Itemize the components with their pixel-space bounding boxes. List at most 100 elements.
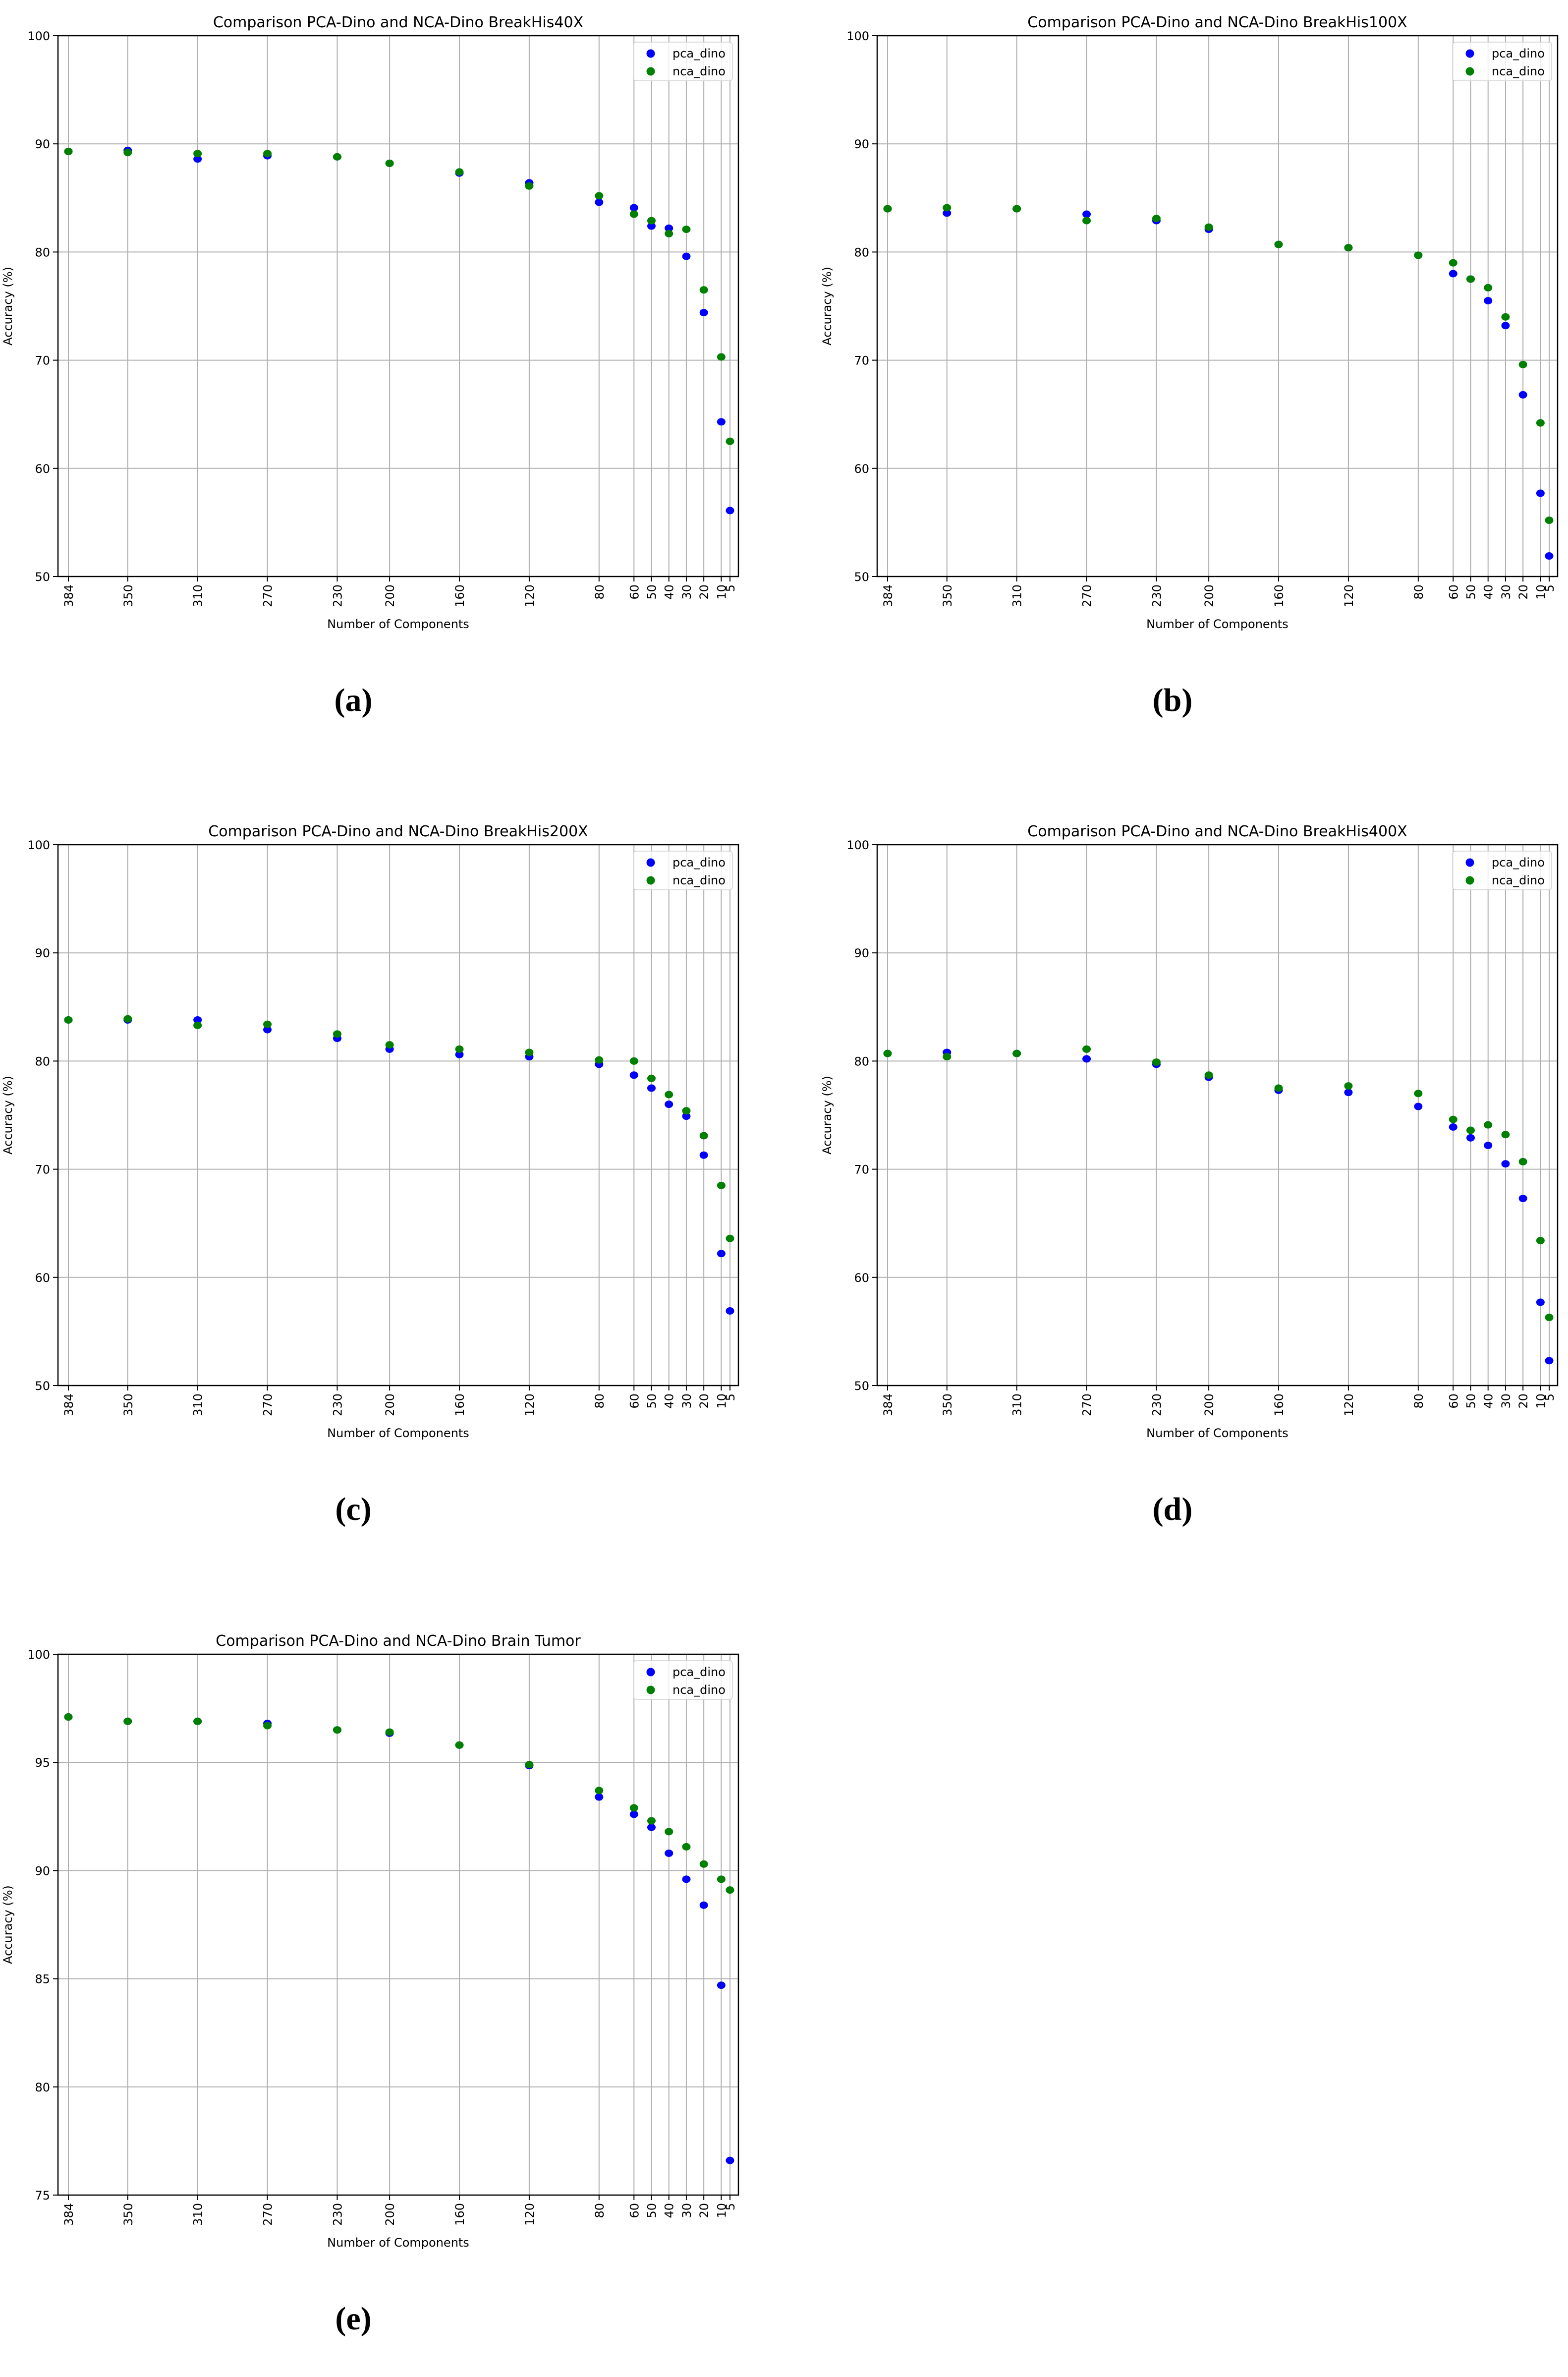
x-axis-ticks: 384 350 310 270 230 200 160 120 80 60 50 40 30 20 105 [62, 2195, 737, 2226]
data-point [595, 1793, 604, 1801]
y-axis-ticks: 50 60 70 80 90 100 [27, 838, 58, 1393]
data-point [595, 1787, 604, 1795]
data-point [629, 210, 638, 218]
series-nca_dino [64, 1713, 734, 1894]
data-point [1449, 1123, 1457, 1131]
svg-text:50: 50 [35, 570, 50, 584]
chart-svg: Comparison PCA-Dino and NCA-Dino BreakHi… [820, 823, 1559, 1440]
axes-frame [57, 35, 739, 578]
svg-text:60: 60 [627, 1393, 641, 1409]
data-point [726, 2156, 734, 2164]
svg-text:120: 120 [1342, 584, 1356, 607]
svg-text:10: 10 [1534, 1393, 1548, 1409]
data-point [665, 224, 673, 232]
data-point [1449, 259, 1457, 267]
svg-text:350: 350 [121, 2203, 135, 2226]
grid-lines [877, 35, 1558, 577]
svg-text:200: 200 [1202, 584, 1216, 607]
series-nca_dino [883, 204, 1554, 524]
svg-text:90: 90 [35, 1864, 50, 1878]
svg-text:95: 95 [35, 1756, 50, 1770]
x-axis-ticks: 384 350 310 270 230 200 160 120 80 60 50 40 30 20 105 [881, 1386, 1557, 1416]
data-point [943, 204, 952, 212]
data-point [1484, 284, 1493, 291]
svg-text:120: 120 [523, 2203, 537, 2226]
svg-text:50: 50 [645, 1393, 659, 1409]
data-point [333, 1726, 341, 1734]
svg-text:20: 20 [697, 584, 711, 600]
x-axis-ticks: 384 350 310 270 230 200 160 120 80 60 50 40 30 20 105 [62, 577, 737, 607]
svg-text:160: 160 [1272, 584, 1286, 607]
svg-text:5: 5 [1543, 1393, 1557, 1401]
data-point [193, 1021, 202, 1029]
svg-text:20: 20 [1516, 1393, 1530, 1409]
data-point [1344, 1089, 1353, 1097]
data-point [123, 1015, 132, 1023]
data-point [1082, 1055, 1091, 1063]
chart-svg: Comparison PCA-Dino and NCA-Dino BreakHi… [1, 14, 739, 631]
legend-marker-nca_dino [646, 1685, 655, 1694]
data-point [193, 1717, 202, 1725]
data-point [717, 418, 726, 426]
y-axis-label: Accuracy (%) [1, 267, 15, 346]
panel-label-d: (d) [1152, 1491, 1193, 1527]
svg-text:20: 20 [1516, 584, 1530, 600]
data-point [647, 1084, 656, 1092]
svg-text:310: 310 [191, 2203, 205, 2226]
data-point [1466, 1134, 1475, 1142]
legend-label-pca_dino: pca_dino [1492, 856, 1545, 870]
y-axis-ticks: 50 60 70 80 90 100 [846, 838, 877, 1393]
data-point [717, 1250, 726, 1258]
chart-title: Comparison PCA-Dino and NCA-Dino BreakHi… [213, 14, 583, 31]
x-axis-ticks: 384 350 310 270 230 200 160 120 80 60 50 40 30 20 105 [62, 1386, 737, 1416]
data-point [1449, 1115, 1457, 1123]
data-point [883, 1049, 892, 1057]
svg-text:310: 310 [1010, 584, 1024, 607]
svg-text:310: 310 [1010, 1393, 1024, 1416]
data-point [1518, 1195, 1527, 1203]
data-point [717, 1181, 726, 1189]
x-axis-label: Number of Components [1146, 1426, 1288, 1440]
svg-text:70: 70 [35, 1163, 50, 1177]
data-point [1545, 552, 1554, 560]
svg-text:90: 90 [35, 137, 50, 151]
data-point [726, 437, 734, 445]
data-point [943, 1053, 952, 1061]
svg-text:160: 160 [1272, 1393, 1286, 1416]
data-point [717, 1981, 726, 1989]
data-point [1012, 205, 1021, 213]
data-point [1204, 1071, 1213, 1079]
chart-svg: Comparison PCA-Dino and NCA-Dino BreakHi… [1, 823, 739, 1440]
data-point [193, 150, 202, 158]
grid-lines [58, 844, 738, 1386]
data-point [525, 1761, 534, 1769]
svg-text:160: 160 [453, 1393, 467, 1416]
data-point [595, 1056, 604, 1064]
chart-breakhis100x: Comparison PCA-Dino and NCA-Dino BreakHi… [819, 0, 1568, 758]
x-axis-label: Number of Components [1146, 617, 1288, 631]
svg-text:40: 40 [1482, 584, 1496, 600]
data-point [1082, 217, 1091, 225]
series-nca_dino [64, 1015, 734, 1242]
data-point [263, 1026, 272, 1034]
svg-text:60: 60 [35, 1271, 50, 1285]
legend-label-nca_dino: nca_dino [672, 873, 726, 887]
svg-text:10: 10 [715, 1393, 728, 1409]
svg-text:90: 90 [35, 946, 50, 960]
svg-text:310: 310 [191, 584, 205, 607]
svg-text:80: 80 [1412, 584, 1426, 600]
svg-text:230: 230 [331, 584, 344, 607]
data-point [682, 1112, 691, 1120]
data-point [665, 1091, 673, 1099]
legend-label-nca_dino: nca_dino [672, 1683, 726, 1697]
axes-frame [876, 35, 1559, 578]
svg-text:100: 100 [27, 29, 50, 43]
data-point [64, 147, 73, 155]
svg-text:384: 384 [62, 584, 76, 607]
svg-text:310: 310 [191, 1393, 205, 1416]
data-point [1274, 240, 1283, 248]
svg-text:200: 200 [383, 1393, 397, 1416]
svg-text:100: 100 [846, 29, 869, 43]
x-axis-ticks: 384 350 310 270 230 200 160 120 80 60 50 40 30 20 105 [881, 577, 1557, 607]
data-point [1466, 1126, 1475, 1134]
